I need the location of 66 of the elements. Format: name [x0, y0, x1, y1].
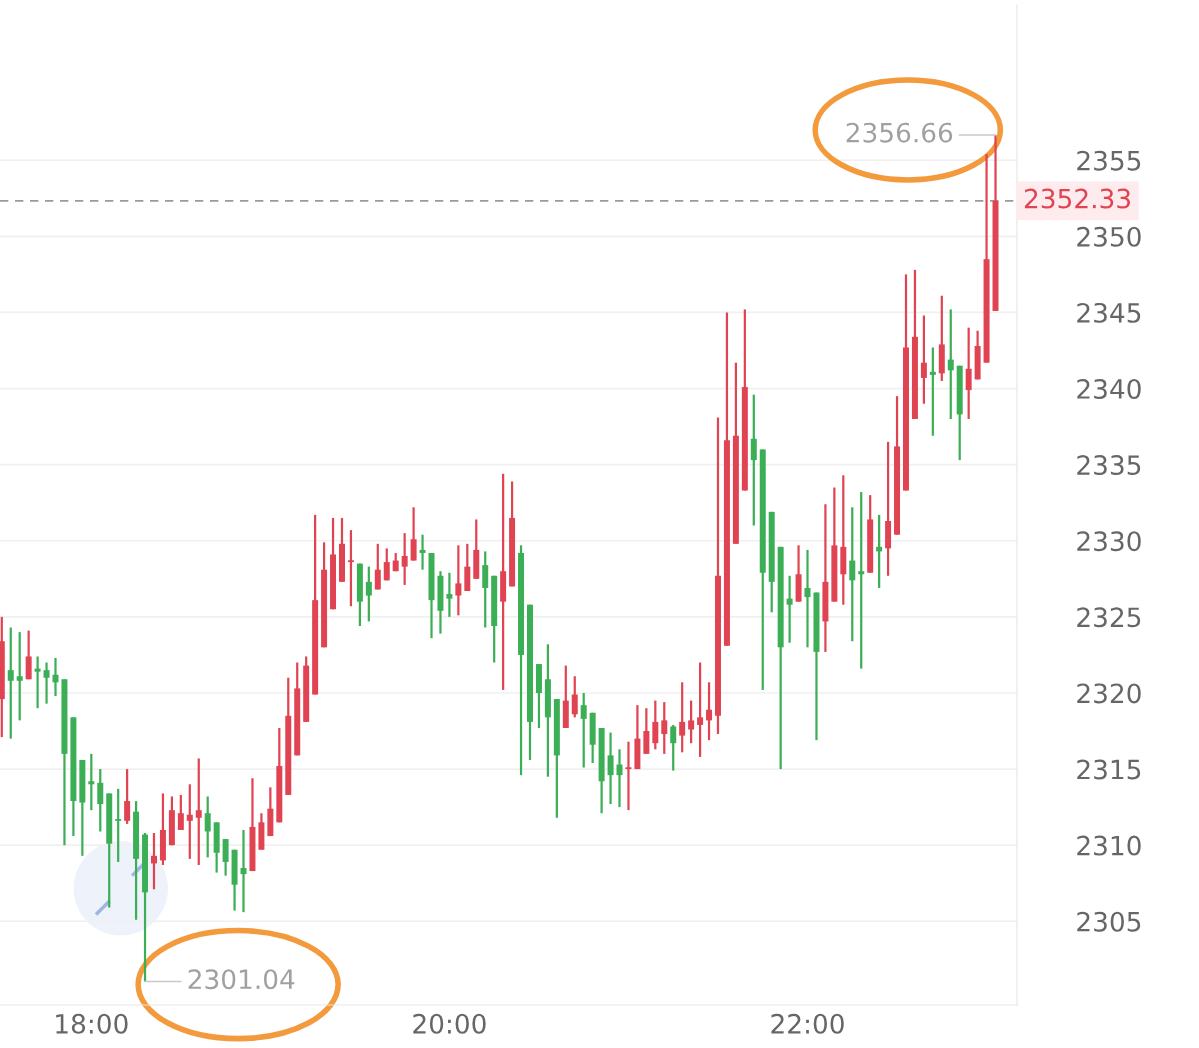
candlestick	[643, 707, 650, 755]
y-tick-label: 2340	[1077, 379, 1141, 399]
y-tick-label: 2315	[1077, 759, 1141, 780]
x-tick-label: 18:00	[56, 1013, 128, 1034]
candlestick	[347, 529, 354, 608]
candlestick	[88, 752, 95, 812]
candlestick	[607, 731, 614, 806]
y-tick-label: 2350	[1077, 226, 1141, 247]
candlestick	[929, 346, 936, 437]
y-tick-label: 2345	[1077, 302, 1141, 323]
candlestick	[222, 837, 229, 877]
candlestick	[697, 661, 704, 759]
annotation: 2301.04	[188, 969, 295, 990]
candlestick	[580, 691, 587, 769]
candlestick	[625, 740, 632, 812]
candlestick	[43, 661, 50, 705]
candlestick	[150, 831, 157, 891]
candlestick	[571, 675, 578, 719]
y-tick-label: 2310	[1077, 835, 1141, 856]
annotation: 2356.66	[846, 122, 953, 143]
candlestick	[97, 767, 104, 833]
candlestick	[410, 506, 417, 562]
ref-line-label: 2352.33	[1024, 188, 1131, 209]
y-tick-label: 2330	[1077, 531, 1141, 552]
candlestick	[858, 490, 865, 670]
candlestick	[177, 793, 184, 832]
candlestick	[383, 547, 390, 582]
y-tick-label: 2335	[1077, 455, 1141, 476]
candlestick	[482, 550, 489, 629]
candlestick	[455, 544, 462, 617]
candlestick	[401, 532, 408, 587]
candlestick	[34, 655, 41, 710]
candlestick	[240, 828, 247, 914]
candlestick	[750, 393, 757, 527]
candlestick	[374, 542, 381, 591]
candlestick	[616, 748, 623, 809]
candlestick	[115, 787, 122, 864]
candlestick	[965, 326, 972, 421]
candlestick	[706, 681, 713, 742]
candlestick	[195, 757, 202, 867]
candlestick	[16, 630, 23, 722]
candlestick	[804, 548, 811, 649]
candlestick	[679, 681, 686, 754]
y-tick-label: 2355	[1077, 150, 1141, 171]
candlestick	[947, 308, 954, 421]
y-tick-label: 2305	[1077, 911, 1141, 932]
candlestick	[186, 783, 193, 860]
candlestick	[670, 723, 677, 772]
candlestick	[849, 506, 856, 643]
candlestick	[688, 699, 695, 745]
candlestick	[446, 571, 453, 618]
x-tick-label: 22:00	[771, 1013, 844, 1034]
y-tick-label: 2325	[1077, 607, 1141, 628]
candlestick	[652, 699, 659, 751]
candlestick	[7, 626, 14, 740]
candlestick	[365, 565, 372, 623]
candlestick	[52, 656, 59, 698]
x-tick-label: 20:00	[413, 1013, 486, 1034]
candlestick	[419, 533, 426, 571]
candlestick	[920, 314, 927, 405]
candlestick	[25, 629, 32, 681]
candlestick	[661, 701, 668, 755]
y-tick-label: 2320	[1077, 683, 1141, 704]
candlestick	[124, 767, 131, 825]
candlestick	[786, 574, 793, 644]
candlestick	[204, 795, 211, 859]
